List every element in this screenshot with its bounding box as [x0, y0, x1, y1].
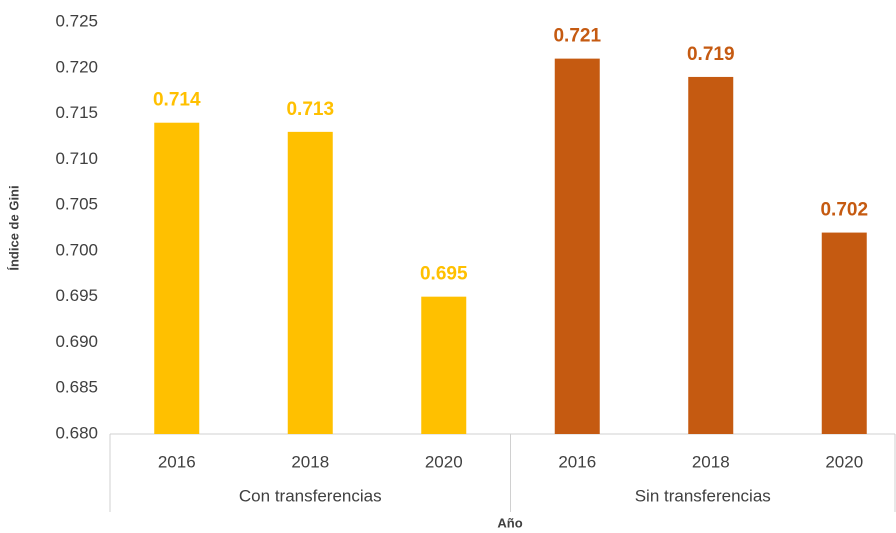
- y-tick-label: 0.695: [55, 286, 98, 305]
- x-tick-label: 2018: [291, 452, 329, 471]
- x-tick-label: 2016: [158, 452, 196, 471]
- x-tick-label: 2018: [692, 452, 730, 471]
- bar: [287, 131, 333, 434]
- group-label: Sin transferencias: [635, 486, 771, 505]
- data-label: 0.721: [553, 26, 601, 47]
- bar: [554, 58, 600, 434]
- data-label: 0.702: [820, 200, 868, 221]
- y-tick-label: 0.725: [55, 11, 98, 30]
- data-label: 0.714: [153, 90, 201, 111]
- bar: [421, 296, 467, 434]
- x-tick-label: 2020: [825, 452, 863, 471]
- y-tick-label: 0.710: [55, 149, 98, 168]
- x-tick-label: 2016: [558, 452, 596, 471]
- y-tick-label: 0.680: [55, 423, 98, 442]
- y-tick-label: 0.715: [55, 103, 98, 122]
- y-tick-label: 0.720: [55, 57, 98, 76]
- bar: [154, 122, 200, 434]
- data-label: 0.713: [286, 99, 334, 120]
- y-tick-label: 0.705: [55, 195, 98, 214]
- data-label: 0.695: [420, 264, 468, 285]
- y-tick-label: 0.700: [55, 240, 98, 259]
- y-tick-label: 0.685: [55, 378, 98, 397]
- bar: [688, 76, 734, 434]
- y-axis-title: Índice de Gini: [6, 185, 21, 270]
- y-tick-label: 0.690: [55, 332, 98, 351]
- data-label: 0.719: [687, 44, 735, 65]
- group-label: Con transferencias: [239, 486, 382, 505]
- bar: [821, 232, 867, 434]
- x-tick-label: 2020: [425, 452, 463, 471]
- x-axis-title: Año: [497, 515, 522, 530]
